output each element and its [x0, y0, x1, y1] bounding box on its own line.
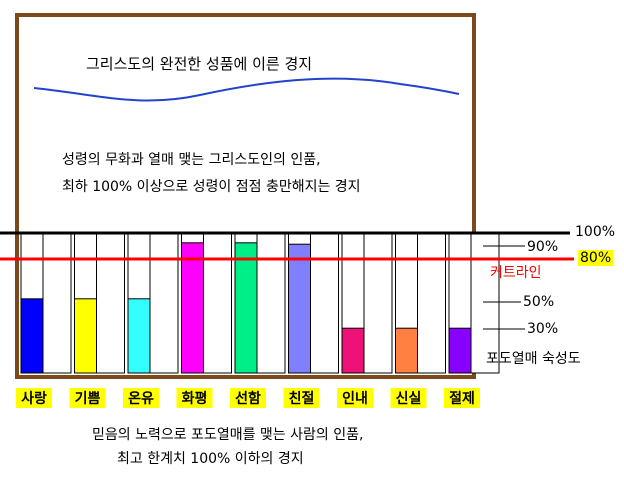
bottom-text-line-2: 최고 한계치 100% 이하의 경지 [117, 451, 304, 467]
bar-gap-2 [96, 232, 125, 374]
category-label-2: 기쁨 [75, 391, 101, 407]
bar-4 [181, 242, 204, 374]
category-label-bg-3 [123, 388, 159, 408]
category-label-9: 절제 [449, 391, 475, 407]
category-label-bg-6 [283, 388, 320, 408]
bar-gap-4 [203, 232, 232, 374]
label-30-percent: 30% [527, 321, 559, 337]
category-label-3: 온유 [128, 391, 154, 407]
bar-gap-8 [417, 232, 446, 374]
top-title: 그리스도의 완전한 성품에 이른 경지 [86, 55, 313, 73]
label-90-percent: 90% [527, 239, 559, 255]
bar-9 [448, 327, 472, 374]
label-cutline: 커트라인 [490, 265, 542, 281]
category-label-6: 친절 [289, 391, 315, 407]
bar-gap-5 [256, 232, 286, 374]
bar-1 [20, 298, 44, 374]
category-label-7: 인내 [342, 390, 368, 407]
middle-text-line-2: 최하 100% 이상으로 성령이 점점 충만해지는 경지 [62, 179, 361, 195]
bar-gap-6 [310, 232, 339, 374]
category-label-4: 화평 [182, 390, 208, 407]
category-label-bg-1 [16, 388, 52, 408]
label-100-percent: 100% [575, 224, 616, 240]
category-label-bg-5 [230, 388, 266, 408]
category-label-bg-2 [69, 388, 106, 408]
bar-6 [288, 243, 311, 374]
label-80-percent: 80% [578, 250, 614, 266]
category-label-group: 사랑 기쁨 온유 화평 선함 친절 인내 신실 절제 [16, 388, 480, 408]
category-label-bg-9 [444, 388, 480, 408]
bar-3 [127, 298, 151, 374]
category-label-5: 선함 [235, 390, 261, 407]
bar-2 [74, 298, 97, 374]
legend-label: 포도열매 숙성도 [486, 351, 581, 367]
bar-group [20, 232, 500, 374]
bar-gap-3 [149, 232, 179, 374]
bar-5 [234, 242, 258, 374]
category-label-bg-4 [176, 388, 213, 408]
wave-line [33, 77, 460, 102]
category-label-bg-8 [390, 388, 427, 408]
upper-frame [15, 13, 476, 379]
middle-text-line-1: 성령의 무화과 열매 맺는 그리스도인의 인품, [62, 152, 321, 168]
bar-gap-7 [363, 232, 393, 374]
bar-7 [341, 327, 365, 374]
label-50-percent: 50% [523, 294, 555, 310]
bottom-text-line-1: 믿음의 노력으로 포도열매를 맺는 사람의 인품, [92, 427, 364, 443]
category-label-8: 신실 [396, 391, 422, 407]
bar-gap-1 [42, 232, 72, 374]
bar-8 [395, 327, 418, 374]
category-label-1: 사랑 [21, 391, 47, 407]
category-label-bg-7 [337, 388, 373, 408]
